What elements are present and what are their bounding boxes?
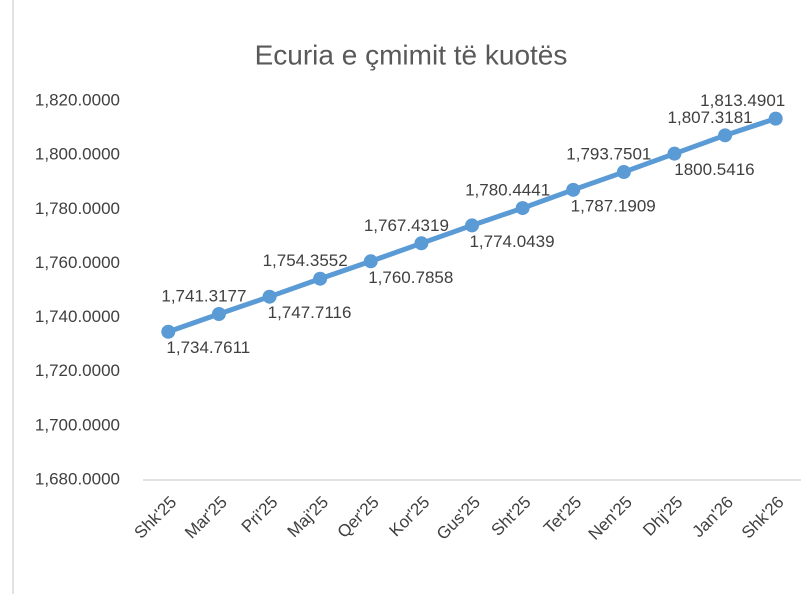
x-tick-label: Shk'25 <box>130 493 180 543</box>
point <box>262 289 277 304</box>
x-tick-label: Tet'25 <box>540 493 585 538</box>
point <box>211 307 226 322</box>
point <box>313 271 328 286</box>
y-tick-label: 1,680.0000 <box>35 469 120 488</box>
data-label: 1800.5416 <box>674 160 754 179</box>
x-tick-label: Dhj'25 <box>639 493 686 540</box>
y-tick-label: 1,800.0000 <box>35 145 120 164</box>
point <box>616 165 631 180</box>
point <box>566 182 581 197</box>
data-label: 1,760.7858 <box>368 268 453 287</box>
chart-frame <box>12 0 14 594</box>
data-label: 1,774.0439 <box>469 232 554 251</box>
y-tick-label: 1,740.0000 <box>35 307 120 326</box>
x-tick-label: Shk'26 <box>738 493 788 543</box>
point <box>667 146 682 161</box>
y-tick-label: 1,700.0000 <box>35 415 120 434</box>
point <box>465 218 479 233</box>
data-label: 1,793.7501 <box>566 145 651 164</box>
point <box>768 111 783 126</box>
x-tick-label: Pri'25 <box>238 493 282 537</box>
data-label: 1,813.4901 <box>700 91 785 110</box>
data-label: 1,780.4441 <box>465 181 550 200</box>
data-label: 1,807.3181 <box>668 108 753 127</box>
data-label: 1,741.3177 <box>161 286 246 305</box>
x-tick-label: Qer'25 <box>334 493 383 542</box>
x-tick-label: Maj'25 <box>284 493 332 541</box>
y-tick-label: 1,760.0000 <box>35 253 120 272</box>
x-tick-label: Jan'26 <box>689 493 737 541</box>
x-tick-label: Kor'25 <box>386 493 434 541</box>
x-tick-label: Gus'25 <box>433 493 484 544</box>
chart-title: Ecuria e çmimit të kuotës <box>255 39 568 70</box>
point <box>161 324 176 339</box>
y-tick-label: 1,820.0000 <box>35 90 120 109</box>
data-label: 1,767.4319 <box>364 216 449 235</box>
point <box>515 201 530 216</box>
y-tick-label: 1,720.0000 <box>35 361 120 380</box>
data-label: 1,787.1909 <box>571 196 656 215</box>
x-tick-label: Nen'25 <box>585 493 636 544</box>
point <box>414 236 429 251</box>
point <box>363 254 378 269</box>
data-label: 1,734.7611 <box>166 338 250 357</box>
data-label: 1,754.3552 <box>263 251 348 270</box>
data-label: 1,747.7116 <box>268 303 352 322</box>
y-tick-label: 1,780.0000 <box>35 199 120 218</box>
x-tick-label: Mar'25 <box>181 493 231 543</box>
x-tick-label: Sht'25 <box>487 493 534 540</box>
point <box>718 128 733 143</box>
